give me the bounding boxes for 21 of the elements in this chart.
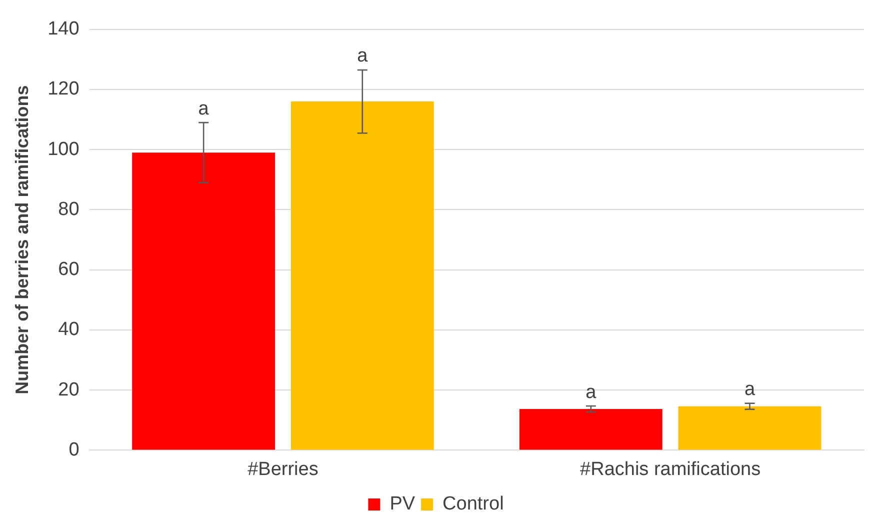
- data-label: a: [357, 46, 368, 67]
- y-tick-label: 120: [48, 78, 80, 100]
- y-tick-label: 140: [48, 18, 80, 40]
- y-tick-label: 20: [58, 379, 80, 400]
- y-axis-title: Number of berries and ramifications: [12, 85, 32, 394]
- bar: [290, 102, 434, 450]
- bar: [678, 406, 822, 450]
- y-tick-label: 60: [58, 259, 80, 280]
- data-label: a: [198, 98, 210, 120]
- bar: [519, 409, 662, 450]
- x-tick-label: #Berries: [248, 458, 318, 480]
- data-label: a: [586, 382, 597, 403]
- y-tick-label: 40: [58, 319, 80, 340]
- y-tick-label: 0: [68, 439, 80, 460]
- data-label: a: [744, 379, 756, 400]
- x-tick-label: #Rachis ramifications: [580, 458, 761, 480]
- bar: [132, 152, 276, 450]
- legend-label: PV: [390, 494, 416, 515]
- y-tick-label: 80: [58, 198, 80, 220]
- legend-label: Control: [442, 494, 504, 515]
- y-tick-label: 100: [48, 138, 80, 160]
